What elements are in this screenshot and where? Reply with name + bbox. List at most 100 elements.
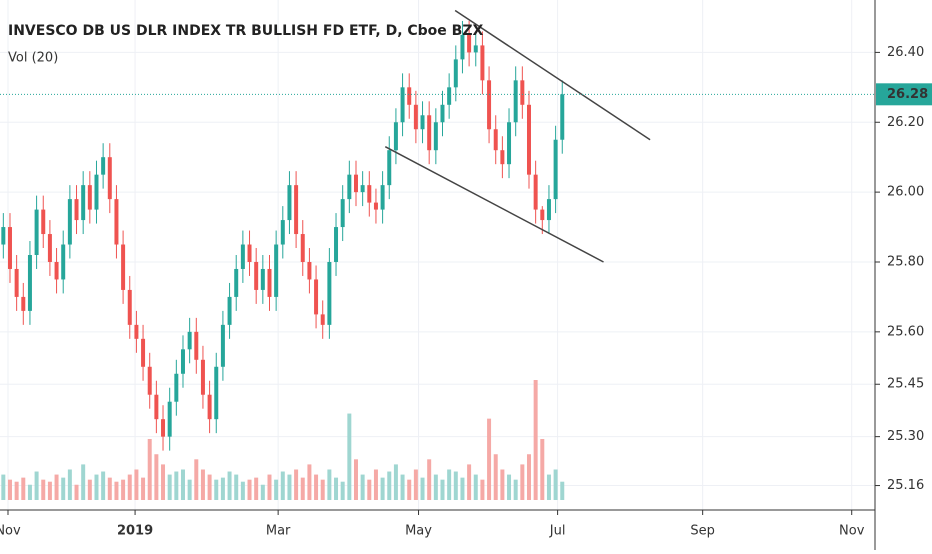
candle-body: [520, 80, 525, 105]
volume-bar: [147, 438, 152, 500]
volume-bar: [200, 469, 205, 500]
candle-body: [433, 122, 438, 151]
volume-bar: [107, 477, 112, 500]
volume-bar: [487, 418, 492, 500]
volume-bar: [393, 464, 398, 500]
volume-bar: [134, 469, 139, 500]
trend-line: [384, 146, 604, 263]
candle-body: [21, 296, 26, 311]
candle-body: [367, 185, 372, 203]
candle-body: [247, 244, 252, 262]
candle-body: [480, 45, 485, 81]
y-tick-label: 25.16: [887, 478, 924, 493]
volume-bar: [334, 477, 339, 500]
candle-body: [447, 87, 452, 105]
chart-title: INVESCO DB US DLR INDEX TR BULLISH FD ET…: [8, 23, 483, 39]
candle-body: [180, 349, 185, 374]
volume-bar: [94, 474, 99, 500]
volume-bar: [220, 477, 225, 500]
candle-body: [114, 199, 119, 245]
candle-body: [487, 80, 492, 130]
volume-bar: [154, 454, 159, 500]
candle-body: [161, 419, 166, 437]
last-price-box: [876, 83, 932, 106]
candle-body: [533, 174, 538, 210]
candle-body: [34, 209, 39, 255]
volume-bar: [500, 469, 505, 500]
volume-bar: [347, 413, 352, 500]
y-tick-label: 26.00: [887, 185, 924, 200]
x-tick-label: 2019: [117, 524, 153, 539]
volume-bar: [373, 469, 378, 500]
last-price-label: 26.28: [887, 87, 928, 102]
candle-body: [513, 80, 518, 123]
volume-bar: [240, 481, 245, 500]
volume-bar: [254, 477, 259, 500]
volume-bar: [274, 479, 279, 500]
volume-label: Vol (20): [8, 51, 58, 66]
volume-bar: [121, 479, 126, 500]
candle-body: [280, 220, 285, 245]
x-tick-label: May: [405, 524, 432, 539]
volume-bar: [14, 481, 19, 500]
candle-body: [187, 331, 192, 350]
x-tick-label: Nov: [0, 524, 21, 539]
candle-body: [340, 199, 345, 228]
candle-body: [420, 115, 425, 130]
candle-body: [240, 244, 245, 269]
candle-body: [1, 227, 6, 245]
volume-bar: [21, 477, 26, 500]
candle-body: [47, 234, 52, 262]
candle-body: [460, 34, 465, 60]
volume-bar: [294, 469, 299, 500]
volume-bar: [327, 469, 332, 500]
volume-bar: [81, 464, 86, 500]
candle-body: [467, 34, 472, 53]
volume-bar: [101, 471, 106, 500]
y-tick-label: 25.60: [887, 324, 924, 339]
candle-body: [7, 227, 12, 269]
candle-body: [334, 227, 339, 262]
candle-body: [540, 209, 545, 221]
candle-body: [473, 45, 478, 53]
volume-bar: [387, 471, 392, 500]
candle-body: [27, 255, 32, 311]
volume-bar: [513, 479, 518, 500]
volume-bar: [420, 477, 425, 500]
volume-bar: [127, 474, 132, 500]
volume-bar: [267, 474, 272, 500]
candle-body: [227, 296, 232, 325]
volume-bar: [433, 474, 438, 500]
volume-bar: [74, 484, 79, 500]
candle-body: [200, 359, 205, 395]
candle-body: [41, 209, 46, 235]
candle-body: [307, 261, 312, 280]
candle-body: [134, 324, 139, 339]
volume-bar: [180, 469, 185, 500]
candle-body: [121, 244, 126, 290]
volume-bar: [453, 471, 458, 500]
volume-bar: [7, 479, 12, 500]
candle-body: [194, 331, 199, 360]
candle-body: [300, 234, 305, 262]
volume-bar: [493, 454, 498, 500]
candle-body: [74, 199, 79, 221]
y-tick-label: 25.30: [887, 429, 924, 444]
y-tick-label: 25.80: [887, 254, 924, 269]
volume-bar: [526, 454, 531, 500]
volume-bar: [360, 474, 365, 500]
volume-bar: [114, 481, 119, 500]
candle-body: [220, 324, 225, 367]
volume-bar: [67, 469, 72, 500]
candle-body: [353, 174, 358, 193]
volume-bar: [41, 479, 46, 500]
candle-body: [526, 104, 531, 175]
candle-body: [67, 199, 72, 245]
candle-body: [294, 185, 299, 235]
candle-body: [274, 244, 279, 297]
x-tick-label: Jul: [549, 524, 566, 539]
candle-body: [393, 122, 398, 151]
candle-body: [387, 150, 392, 186]
candle-body: [101, 157, 106, 175]
